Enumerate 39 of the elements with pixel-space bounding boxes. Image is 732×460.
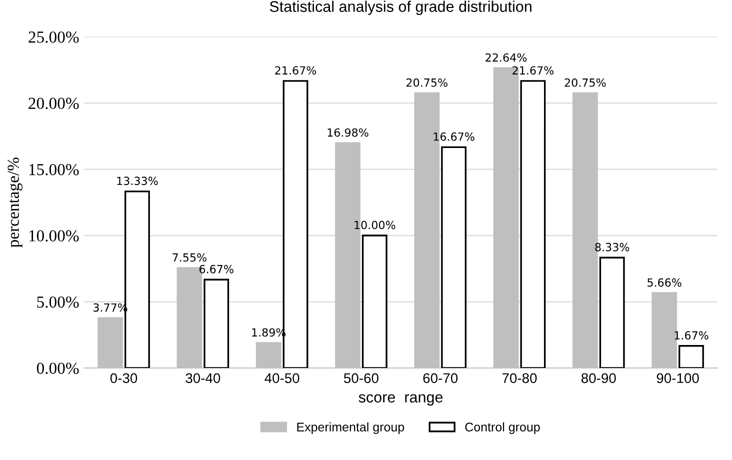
data-label: 16.67% <box>434 132 474 141</box>
bar <box>362 234 388 368</box>
y-tick-label: 25.00% <box>28 32 79 43</box>
bar <box>204 278 230 368</box>
y-tick-label: 20.00% <box>28 98 79 110</box>
chart-title: Statistical analysis of grade distribution <box>270 0 532 15</box>
x-tick-label: 70-80 <box>502 373 537 384</box>
data-label: 16.98% <box>328 128 368 137</box>
legend-label: Experimental group <box>297 422 404 434</box>
data-label: 21.67% <box>512 66 554 75</box>
data-label: 7.55% <box>172 253 206 262</box>
data-label: 21.67% <box>275 66 316 75</box>
x-tick-label: 90-100 <box>656 373 699 384</box>
bar <box>678 345 704 368</box>
data-label: 22.64% <box>486 53 527 62</box>
y-tick-label: 15.00% <box>29 164 79 176</box>
x-tick-label: 30-40 <box>186 373 220 384</box>
x-axis-title: score range <box>358 394 443 406</box>
bar <box>520 80 546 368</box>
data-label: 20.75% <box>564 78 606 87</box>
data-label: 8.33% <box>595 242 630 252</box>
x-tick-label: 0-30 <box>110 373 138 384</box>
data-label: 1.67% <box>674 331 708 340</box>
y-tick-label: 5.00% <box>37 296 79 308</box>
data-label: 10.00% <box>354 220 396 230</box>
x-tick-label: 80-90 <box>581 373 616 384</box>
data-label: 13.33% <box>117 176 158 186</box>
data-label: 5.66% <box>648 278 682 287</box>
x-tick-label: 40-50 <box>264 373 300 384</box>
legend-label: Control group <box>465 422 540 434</box>
y-tick-label: 10.00% <box>29 230 79 242</box>
x-tick-label: 60-70 <box>423 373 458 384</box>
data-label: 20.75% <box>406 78 448 87</box>
data-label: 6.67% <box>199 264 234 274</box>
bar <box>599 256 625 368</box>
x-tick-label: 50-60 <box>344 373 378 384</box>
y-tick-label: 0.00% <box>36 362 79 374</box>
y-axis-title: percentage/% <box>8 158 22 248</box>
bar <box>441 146 467 368</box>
